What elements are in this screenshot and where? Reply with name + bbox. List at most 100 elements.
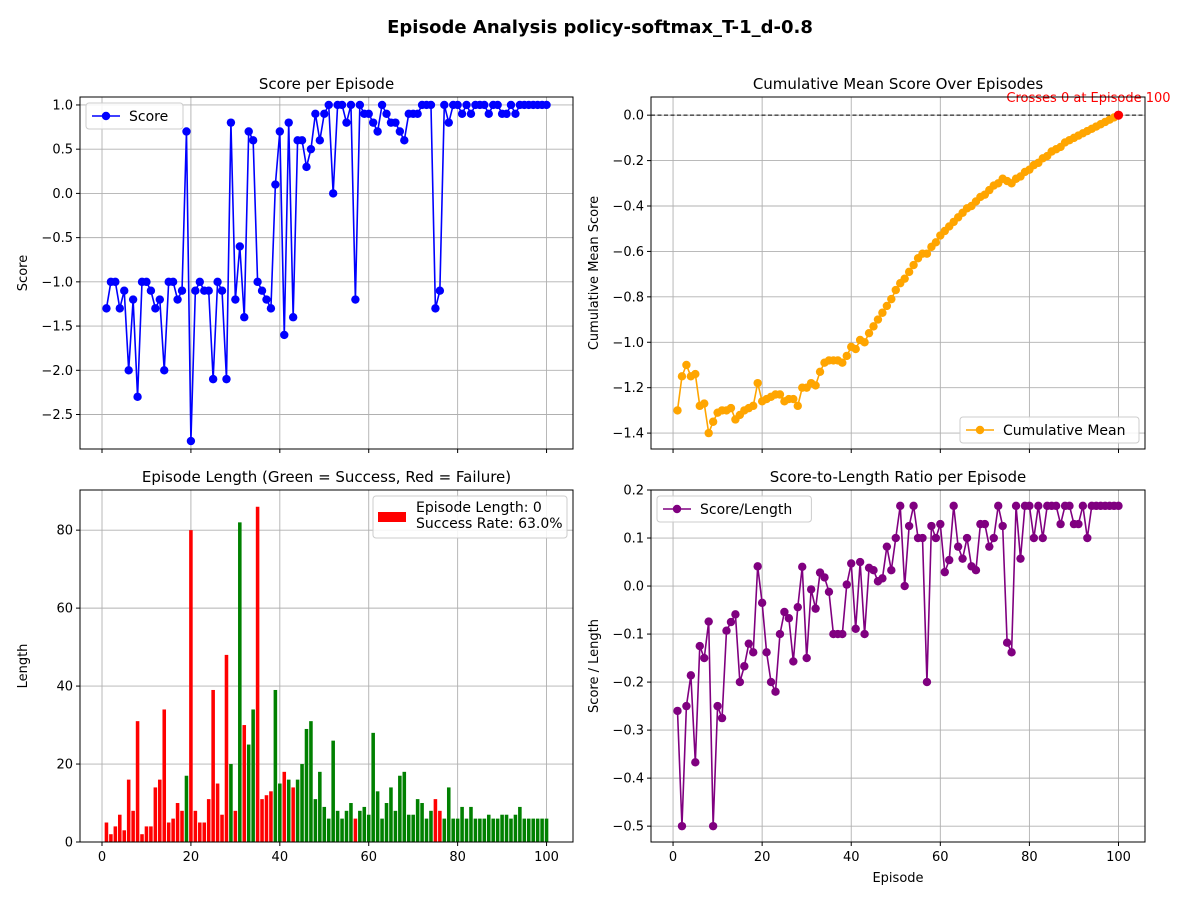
- data-point-episode-5: [691, 758, 700, 767]
- data-point-episode-42: [284, 118, 293, 127]
- data-point-episode-41: [851, 344, 860, 354]
- y-tick-label: −1.0: [612, 336, 644, 351]
- bar-episode-22: [198, 822, 202, 842]
- bar-episode-5: [122, 830, 127, 842]
- data-point-episode-75: [431, 304, 440, 313]
- data-point-episode-24: [204, 286, 213, 295]
- data-point-episode-18: [749, 401, 758, 411]
- data-point-episode-70: [980, 519, 990, 529]
- data-point-episode-2: [677, 821, 687, 831]
- bar-episode-2: [109, 834, 113, 842]
- data-point-episode-34: [248, 136, 258, 145]
- bar-episode-99: [540, 818, 544, 842]
- x-tick-label: 20: [183, 850, 200, 865]
- data-point-episode-56: [346, 100, 356, 110]
- data-point-episode-78: [444, 118, 453, 127]
- bar-episode-98: [535, 818, 540, 842]
- data-point-episode-73: [994, 501, 1003, 511]
- data-point-episode-81: [457, 109, 467, 119]
- data-point-episode-47: [878, 574, 887, 583]
- y-tick-label: −1.4: [612, 427, 644, 442]
- bar-episode-70: [411, 814, 415, 842]
- axes-frame: [79, 96, 574, 450]
- data-point-episode-7: [700, 399, 709, 408]
- data-point-episode-54: [909, 260, 918, 270]
- axes-frame: [79, 489, 574, 843]
- bar-episode-48: [313, 799, 318, 842]
- data-point-episode-63: [377, 100, 387, 110]
- bar-episode-18: [180, 810, 184, 842]
- data-point-episode-27: [789, 394, 798, 404]
- bar-episode-77: [442, 818, 447, 842]
- bar-episode-15: [166, 822, 171, 842]
- bar-episode-84: [473, 818, 478, 842]
- data-point-episode-40: [847, 559, 856, 568]
- data-point-episode-38: [838, 358, 847, 367]
- data-point-episode-49: [887, 565, 896, 575]
- data-point-episode-58: [355, 100, 365, 110]
- bar-episode-73: [424, 818, 429, 842]
- data-point-episode-48: [882, 542, 892, 551]
- panel-1: Score per Episode −2.5 −2.0 −1.5 −1.0 −0.5 0.0…: [16, 75, 574, 453]
- data-point-episode-39: [271, 180, 280, 189]
- legend-marker: [672, 504, 682, 514]
- data-point-episode-52: [328, 189, 338, 198]
- legend: Cumulative Mean: [959, 416, 1140, 444]
- legend-line: Episode Length: 0: [416, 500, 542, 516]
- series-line: [105, 101, 547, 442]
- data-point-episode-47: [878, 308, 887, 317]
- bar-episode-53: [335, 810, 340, 842]
- panel-title: Score-to-Length Ratio per Episode: [770, 468, 1027, 486]
- data-point-episode-30: [231, 295, 240, 304]
- data-point-episode-28: [793, 401, 802, 411]
- data-point-episode-26: [784, 614, 794, 623]
- data-point-episode-100: [1114, 501, 1123, 511]
- x-axis-label: Episode: [872, 871, 923, 886]
- data-point-episode-10: [142, 277, 151, 287]
- data-point-episode-43: [860, 629, 869, 639]
- bar-episode-86: [482, 818, 487, 842]
- data-point-episode-8: [704, 428, 713, 438]
- bar-episode-29: [229, 764, 233, 842]
- data-point-episode-22: [766, 677, 776, 687]
- y-tick-label: 0.0: [52, 187, 73, 202]
- data-point-episode-86: [1051, 501, 1061, 511]
- data-point-episode-46: [873, 315, 883, 324]
- data-point-episode-18: [749, 648, 758, 657]
- y-tick-label: −0.1: [612, 628, 644, 643]
- bar-episode-92: [509, 818, 513, 842]
- y-tick-label: 20: [56, 758, 73, 773]
- data-point-episode-36: [257, 286, 267, 295]
- bar-episode-14: [162, 709, 167, 842]
- bar-episode-30: [233, 810, 238, 842]
- bar-episode-68: [402, 771, 407, 842]
- data-point-episode-5: [691, 369, 700, 379]
- panel-4: Score-to-Length Ratio per Episode 0 20 40 60…: [587, 468, 1146, 886]
- bar-episode-8: [135, 721, 140, 842]
- bar-episode-71: [415, 799, 420, 842]
- x-tick-label: 40: [272, 850, 289, 865]
- y-tick-label: −1.0: [41, 275, 73, 290]
- data-point-episode-53: [904, 521, 914, 531]
- data-point-episode-87: [484, 109, 493, 119]
- x-tick-label: 60: [932, 850, 949, 865]
- data-point-episode-66: [391, 118, 400, 127]
- data-point-episode-58: [927, 521, 936, 531]
- bar-episode-88: [491, 818, 495, 842]
- data-point-episode-54: [337, 100, 347, 110]
- legend-label: Score: [129, 109, 168, 125]
- bar-episode-47: [309, 721, 313, 842]
- data-point-episode-50: [320, 109, 329, 119]
- data-point-episode-17: [173, 295, 182, 304]
- data-point-episode-64: [953, 542, 963, 551]
- bar-episode-31: [238, 522, 242, 842]
- bar-episode-59: [362, 806, 367, 842]
- bar-episode-69: [406, 814, 411, 842]
- bar-episode-66: [393, 810, 398, 842]
- data-point-episode-51: [324, 100, 333, 110]
- y-tick-label: −0.2: [612, 676, 644, 691]
- data-point-episode-27: [217, 286, 227, 295]
- y-axis-label: Cumulative Mean Score: [587, 196, 602, 350]
- x-tick-label: 20: [754, 850, 771, 865]
